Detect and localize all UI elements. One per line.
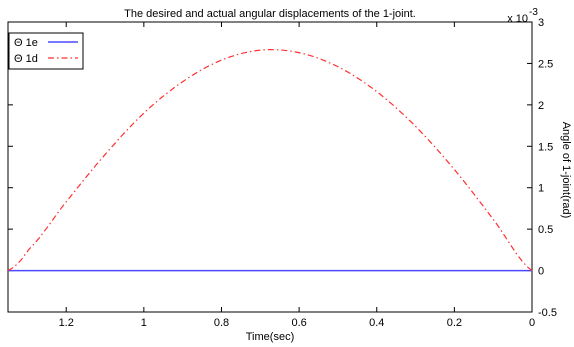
x-tick-label: 0 — [529, 317, 535, 329]
legend-box — [8, 32, 84, 70]
legend: Θ 1e Θ 1d — [8, 32, 84, 70]
x-tick-label: 0.6 — [291, 317, 306, 329]
y-axis: -0.5 0 0.5 1 1.5 2 2.5 3 — [8, 17, 557, 319]
x-axis: 0 0.2 0.4 0.6 0.8 1 1.2 — [59, 22, 535, 329]
x-tick-label: 1 — [141, 317, 147, 329]
y-tick-label: 2.5 — [538, 58, 553, 70]
y-multiplier-exponent: -3 — [529, 7, 538, 18]
legend-label-1d: Θ 1d — [14, 53, 38, 65]
y-tick-label: -0.5 — [538, 307, 557, 319]
y-tick-label: 0 — [538, 266, 544, 278]
legend-label-1e: Θ 1e — [14, 37, 38, 49]
y-tick-label: 3 — [538, 17, 544, 29]
y-tick-label: 0.5 — [538, 224, 553, 236]
chart-title: The desired and actual angular displacem… — [124, 8, 416, 20]
y-multiplier-base: x 10 — [507, 13, 528, 25]
x-tick-label: 0.2 — [447, 317, 462, 329]
plot-area — [7, 21, 533, 313]
y-axis-label: Angle of 1-joint(rad) — [560, 122, 572, 219]
x-tick-label: 0.4 — [369, 317, 384, 329]
y-tick-label: 2 — [538, 100, 544, 112]
y-tick-label: 1.5 — [538, 141, 553, 153]
series-layer — [7, 48, 533, 272]
x-tick-label: 0.8 — [214, 317, 229, 329]
series-line-1 — [7, 48, 533, 272]
x-axis-label: Time(sec) — [246, 331, 294, 343]
y-tick-label: 1 — [538, 183, 544, 195]
x-tick-label: 1.2 — [59, 317, 74, 329]
